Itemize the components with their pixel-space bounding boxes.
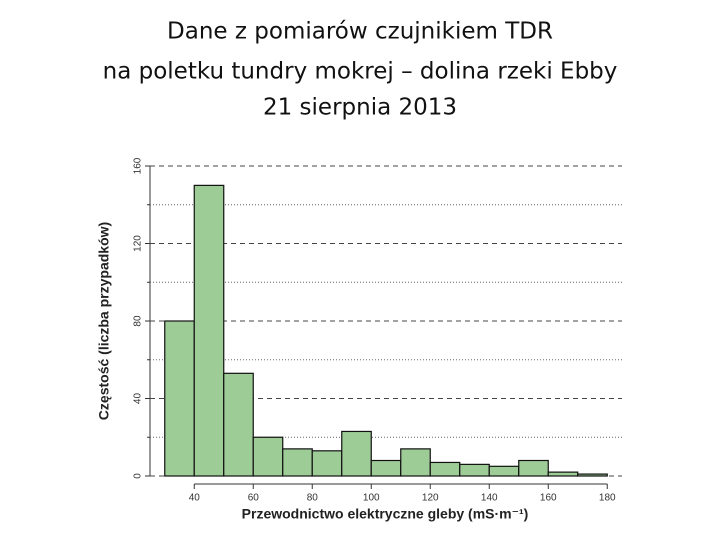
bar — [370, 459, 402, 477]
bar — [164, 320, 195, 477]
y-tick-label: 40 — [133, 393, 144, 405]
bar — [193, 184, 225, 477]
y-tick-label: 120 — [133, 235, 144, 252]
bar — [252, 436, 284, 477]
bar — [577, 473, 608, 477]
bar — [547, 471, 579, 477]
x-tick-label: 60 — [248, 493, 260, 504]
x-tick-label: 140 — [481, 493, 498, 504]
bar — [311, 450, 343, 477]
bar — [223, 372, 254, 477]
y-tick-label: 80 — [133, 315, 144, 327]
chart-title: 21 sierpnia 2013 — [263, 95, 457, 121]
x-tick-label: 100 — [363, 493, 380, 504]
x-axis-label: Przewodnictwo elektryczne gleby (mS·m⁻¹) — [242, 506, 529, 522]
y-tick-label: 0 — [133, 473, 144, 479]
chart-title: na poletku tundry mokrej – dolina rzeki … — [103, 59, 618, 85]
x-tick-label: 80 — [307, 493, 319, 504]
y-axis-label: Częstość (liczba przypadków) — [96, 222, 112, 420]
bar — [459, 463, 490, 477]
x-tick-label: 40 — [189, 493, 201, 504]
bar — [488, 465, 520, 477]
x-tick-label: 180 — [599, 493, 616, 504]
bar — [282, 448, 313, 477]
bar — [400, 448, 431, 477]
x-tick-label: 160 — [540, 493, 557, 504]
chart-title: Dane z pomiarów czujnikiem TDR — [167, 19, 553, 45]
x-tick-label: 120 — [422, 493, 439, 504]
bar — [518, 459, 549, 477]
y-tick-label: 160 — [133, 157, 144, 174]
bar — [341, 430, 372, 477]
bar — [429, 461, 461, 477]
